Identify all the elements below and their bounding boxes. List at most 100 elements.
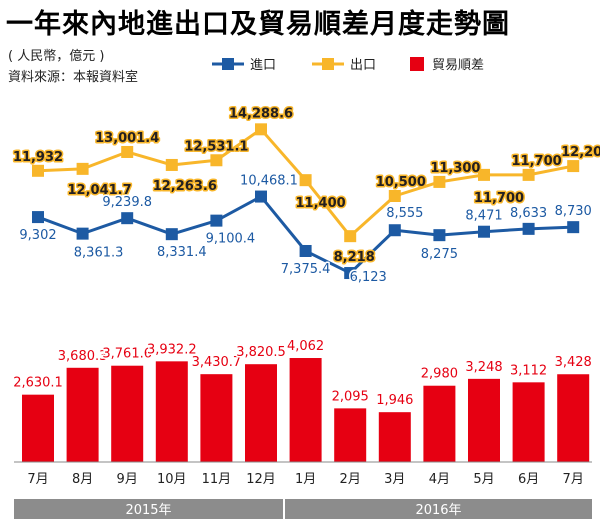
export-data-label: 11,932 [13, 150, 63, 165]
export-data-label: 12,263.6 [153, 179, 217, 194]
balance-bar [334, 408, 367, 462]
import-point [433, 229, 446, 242]
export-data-label: 12,200 [561, 145, 600, 160]
export-data-label: 10,500 [376, 175, 426, 190]
balance-data-label: 3,428 [555, 355, 592, 370]
export-point [567, 160, 580, 173]
export-data-label: 14,288.6 [229, 106, 293, 121]
chart-title: 一年來內地進出口及貿易順差月度走勢圖 [6, 9, 510, 40]
import-point [299, 244, 312, 257]
year-band [14, 499, 283, 519]
export-point [433, 175, 446, 188]
legend-swatch-marker-1 [322, 58, 334, 70]
unit-note: ( 人民幣，億元 ) [8, 49, 105, 64]
export-data-label: 12,041.7 [68, 183, 132, 198]
year-label: 2015年 [125, 503, 171, 518]
balance-bar [512, 382, 545, 462]
export-point [121, 145, 134, 158]
balance-data-label: 3,820.5 [236, 345, 286, 360]
import-data-label: 8,331.4 [157, 245, 207, 260]
import-point [478, 225, 490, 238]
import-data-label: 9,302 [19, 228, 56, 243]
balance-bar [111, 365, 144, 462]
export-point [32, 164, 44, 177]
year-label: 2016年 [415, 503, 461, 518]
balance-data-label: 3,761.6 [102, 347, 152, 362]
export-point [76, 162, 89, 175]
import-point [567, 221, 580, 234]
import-point [210, 214, 223, 227]
import-point [344, 267, 357, 280]
export-point [478, 168, 490, 181]
balance-data-label: 3,112 [510, 363, 547, 378]
import-data-label: 8,471 [465, 209, 502, 224]
export-data-label: 11,700 [474, 191, 524, 206]
balance-data-label: 2,095 [332, 389, 369, 404]
export-data-label: 12,531.1 [184, 139, 248, 154]
balance-bar [66, 367, 99, 462]
export-point [299, 174, 312, 187]
legend-swatch-marker-0 [222, 58, 234, 70]
legend-item-1: 出口 [312, 58, 376, 73]
balance-bar [468, 378, 500, 462]
balance-data-label: 2,980 [421, 367, 458, 382]
balance-data-label: 3,248 [465, 360, 502, 375]
balance-data-label: 3,680.3 [58, 349, 108, 364]
import-data-label: 7,375.4 [281, 262, 331, 277]
export-point [255, 123, 267, 136]
year-band [285, 499, 592, 519]
month-tick-label: 3月 [384, 472, 405, 487]
legend-label-2: 貿易順差 [432, 58, 484, 73]
import-point [76, 227, 89, 240]
balance-bar [22, 394, 54, 462]
import-data-label: 8,275 [421, 247, 458, 262]
import-data-label: 9,100.4 [206, 232, 256, 247]
export-point [522, 168, 535, 181]
export-point [210, 154, 223, 167]
balance-bar [289, 358, 322, 462]
export-point [388, 190, 401, 202]
month-tick-label: 4月 [429, 472, 450, 487]
balance-bar [557, 374, 590, 462]
import-data-label: 10,468.1 [240, 174, 298, 189]
legend-item-0: 進口 [212, 58, 276, 73]
import-data-label: 8,555 [386, 206, 423, 221]
month-tick-label: 5月 [473, 472, 494, 487]
month-tick-label: 1月 [295, 472, 316, 487]
balance-data-label: 3,430.7 [192, 355, 242, 370]
legend-item-2: 貿易順差 [410, 57, 484, 73]
balance-bar [378, 412, 411, 462]
month-tick-label: 2月 [340, 472, 361, 487]
month-tick-label: 7月 [27, 472, 48, 487]
month-tick-label: 11月 [202, 472, 232, 487]
month-tick-label: 10月 [157, 472, 187, 487]
legend-swatch-2 [410, 57, 424, 71]
export-data-label: 11,400 [296, 196, 346, 211]
balance-bar [200, 374, 233, 462]
month-tick-label: 7月 [563, 472, 584, 487]
month-tick-label: 9月 [117, 472, 138, 487]
month-tick-label: 8月 [72, 472, 93, 487]
import-point [522, 222, 535, 235]
legend-label-1: 出口 [350, 58, 376, 73]
import-point [388, 224, 401, 237]
export-data-label: 8,218 [334, 250, 375, 265]
import-point [32, 211, 44, 224]
month-tick-label: 12月 [246, 472, 276, 487]
import-point [121, 212, 134, 225]
balance-bar [245, 364, 277, 462]
balance-data-label: 2,630.1 [13, 376, 63, 391]
export-data-label: 13,001.4 [95, 131, 159, 146]
legend-label-0: 進口 [250, 58, 276, 73]
balance-data-label: 3,932.2 [147, 342, 197, 357]
import-point [165, 228, 178, 241]
import-data-label: 9,239.8 [102, 195, 152, 210]
import-point [255, 190, 267, 203]
import-data-label: 6,123 [350, 270, 387, 285]
import-data-label: 8,730 [555, 204, 592, 219]
source-note: 資料來源：本報資料室 [8, 70, 139, 85]
balance-data-label: 4,062 [287, 339, 324, 354]
balance-data-label: 1,946 [376, 393, 413, 408]
import-data-label: 8,633 [510, 206, 547, 221]
